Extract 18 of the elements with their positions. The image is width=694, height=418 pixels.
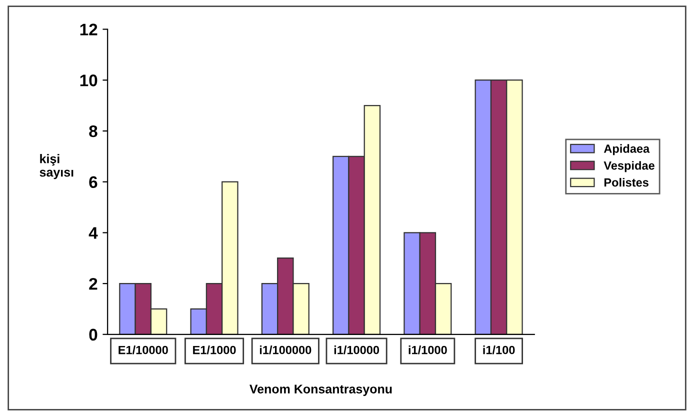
x-tick-label: i1/100000 (260, 346, 312, 354)
x-tick-label: i1/1000 (408, 346, 447, 354)
y-tick-label: 0 (89, 328, 98, 341)
legend-label: Vespidae (604, 161, 654, 172)
y-tick-label: 10 (80, 74, 98, 86)
x-tick-label: E1/10000 (118, 346, 168, 354)
y-tick-label: 6 (89, 176, 98, 188)
y-tick-label: 12 (80, 24, 98, 36)
x-tick-label: i1/10000 (334, 346, 380, 354)
legend-label: Polistes (604, 178, 648, 187)
x-axis-title: Venom Konsantrasyonu (250, 384, 392, 396)
y-tick-label: 8 (89, 125, 98, 138)
y-tick-label: 2 (89, 278, 98, 290)
y-axis-title: kişi sayısı (40, 154, 74, 180)
legend-label: Apidaea (604, 144, 650, 156)
x-tick-label: E1/1000 (193, 346, 236, 354)
x-tick-label: i1/100 (483, 346, 515, 354)
y-tick-label: 4 (88, 227, 98, 239)
